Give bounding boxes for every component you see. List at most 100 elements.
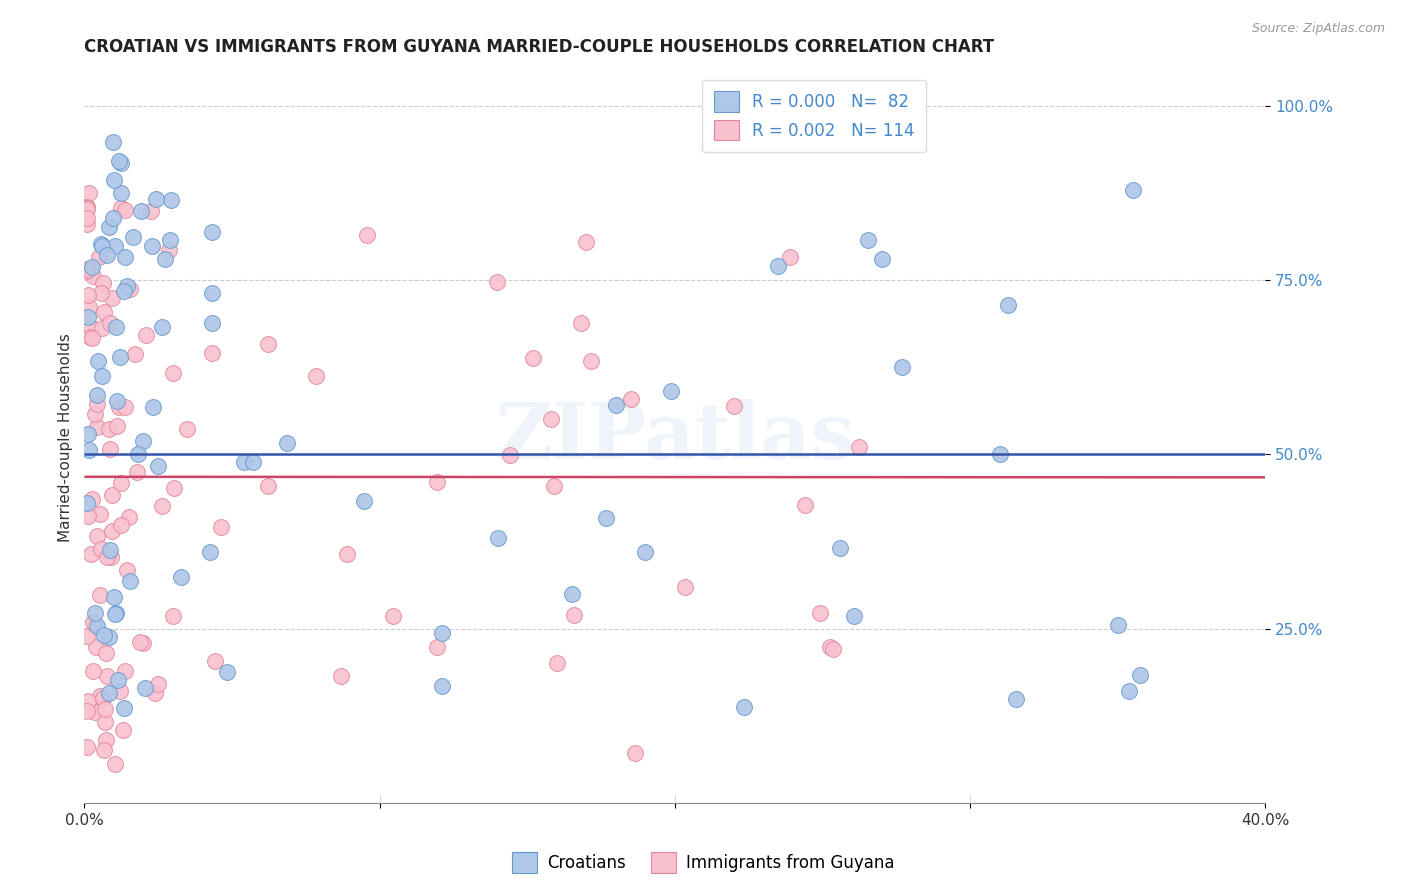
Point: [105, 606, 128, 620]
Point: [818, 640, 841, 654]
Point: [76, 629, 98, 643]
Point: [605, 398, 627, 412]
Point: [98, 442, 121, 456]
Point: [91, 239, 114, 253]
Point: [499, 448, 522, 462]
Point: [76, 704, 98, 718]
Point: [94, 646, 117, 660]
Point: [135, 328, 157, 343]
Point: [110, 684, 132, 698]
Point: [148, 676, 170, 690]
Point: [141, 203, 163, 218]
Point: [114, 665, 136, 679]
Point: [107, 673, 129, 687]
Legend: Croatians, Immigrants from Guyana: Croatians, Immigrants from Guyana: [505, 846, 901, 880]
Point: [100, 549, 122, 564]
Point: [90, 542, 112, 557]
Point: [114, 250, 136, 264]
Point: [1107, 617, 1129, 632]
Point: [891, 359, 914, 374]
Point: [105, 319, 128, 334]
Point: [426, 475, 449, 489]
Point: [201, 285, 224, 300]
Point: [257, 479, 280, 493]
Point: [110, 475, 132, 490]
Point: [129, 635, 152, 649]
Text: CROATIAN VS IMMIGRANTS FROM GUYANA MARRIED-COUPLE HOUSEHOLDS CORRELATION CHART: CROATIAN VS IMMIGRANTS FROM GUYANA MARRI…: [84, 38, 994, 56]
Point: [80, 260, 103, 275]
Point: [76, 211, 98, 226]
Point: [98, 220, 121, 235]
Point: [124, 347, 146, 361]
Point: [103, 173, 125, 187]
Point: [201, 346, 224, 360]
Point: [89, 690, 111, 704]
Point: [623, 746, 645, 760]
Point: [305, 368, 328, 383]
Text: Source: ZipAtlas.com: Source: ZipAtlas.com: [1251, 22, 1385, 36]
Point: [84, 706, 107, 720]
Point: [108, 154, 131, 169]
Point: [232, 455, 254, 469]
Point: [997, 297, 1019, 311]
Y-axis label: Married-couple Households: Married-couple Households: [58, 333, 73, 541]
Point: [89, 588, 111, 602]
Point: [634, 545, 657, 559]
Point: [86, 420, 108, 434]
Point: [82, 491, 104, 506]
Point: [114, 202, 136, 217]
Point: [988, 448, 1011, 462]
Point: [848, 440, 870, 454]
Point: [76, 202, 98, 216]
Point: [80, 319, 103, 334]
Point: [96, 733, 118, 747]
Point: [569, 316, 592, 330]
Point: [76, 201, 98, 215]
Point: [87, 250, 110, 264]
Point: [163, 481, 186, 495]
Point: [1118, 684, 1140, 698]
Point: [381, 609, 404, 624]
Point: [215, 665, 238, 679]
Point: [120, 282, 142, 296]
Point: [96, 247, 118, 261]
Point: [157, 243, 180, 257]
Point: [842, 608, 865, 623]
Point: [77, 443, 100, 458]
Point: [93, 304, 115, 318]
Point: [141, 239, 163, 253]
Point: [159, 233, 181, 247]
Point: [129, 203, 152, 218]
Point: [176, 422, 198, 436]
Point: [486, 531, 509, 545]
Point: [82, 269, 104, 284]
Point: [828, 541, 851, 555]
Point: [79, 300, 101, 314]
Point: [90, 285, 112, 300]
Point: [122, 229, 145, 244]
Point: [90, 321, 112, 335]
Point: [110, 201, 132, 215]
Point: [97, 422, 120, 436]
Point: [209, 520, 232, 534]
Point: [80, 330, 103, 344]
Point: [86, 388, 108, 402]
Point: [97, 630, 120, 644]
Point: [104, 239, 127, 253]
Point: [162, 609, 184, 624]
Point: [426, 640, 449, 654]
Point: [356, 227, 378, 242]
Point: [856, 233, 879, 247]
Point: [82, 615, 104, 629]
Point: [118, 510, 141, 524]
Point: [94, 715, 117, 730]
Point: [77, 310, 100, 325]
Point: [94, 702, 117, 716]
Point: [336, 547, 359, 561]
Point: [96, 669, 118, 683]
Point: [86, 619, 108, 633]
Point: [204, 654, 226, 668]
Point: [808, 606, 831, 620]
Point: [546, 657, 568, 671]
Point: [104, 607, 127, 621]
